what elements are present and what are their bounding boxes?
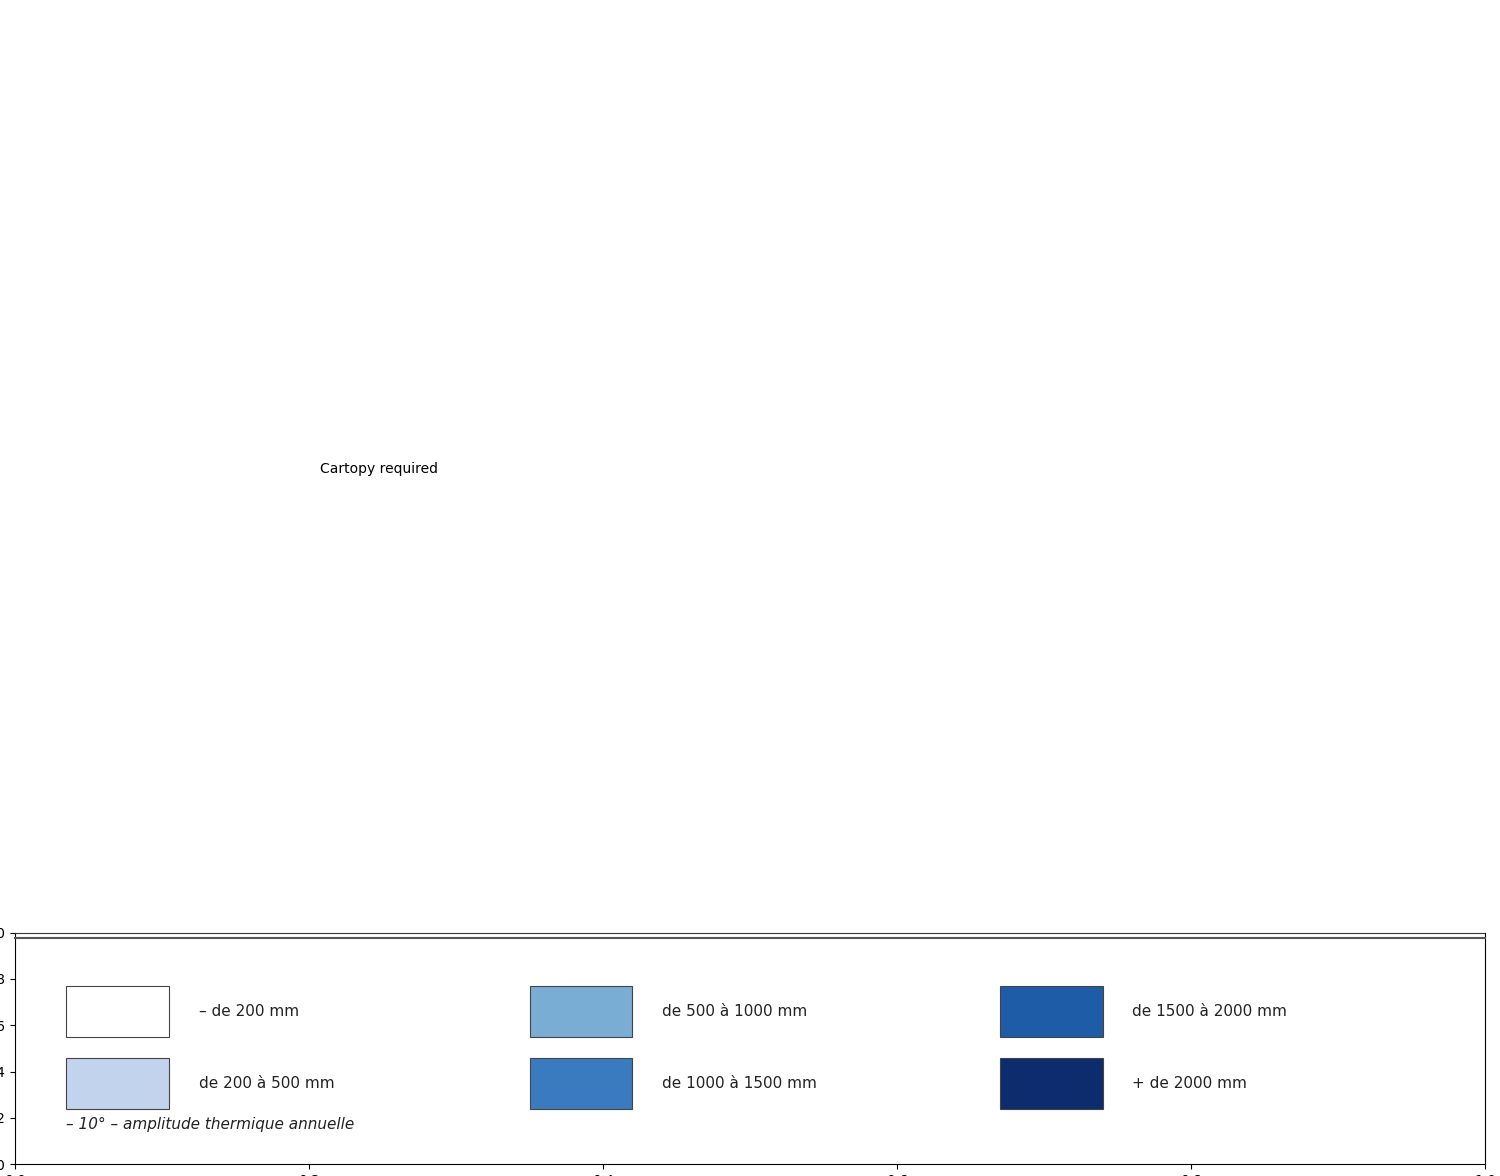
Text: de 500 à 1000 mm: de 500 à 1000 mm	[662, 1004, 807, 1018]
Text: de 200 à 500 mm: de 200 à 500 mm	[198, 1076, 334, 1090]
Text: de 1000 à 1500 mm: de 1000 à 1500 mm	[662, 1076, 816, 1090]
Text: – 10° – amplitude thermique annuelle: – 10° – amplitude thermique annuelle	[66, 1117, 354, 1132]
Bar	[530, 1057, 633, 1109]
Text: + de 2000 mm: + de 2000 mm	[1132, 1076, 1246, 1090]
Bar	[530, 985, 633, 1037]
Text: de 1500 à 2000 mm: de 1500 à 2000 mm	[1132, 1004, 1287, 1018]
Text: – de 200 mm: – de 200 mm	[198, 1004, 298, 1018]
Text: Cartopy required: Cartopy required	[320, 462, 438, 476]
Bar	[1000, 985, 1102, 1037]
Bar	[66, 985, 170, 1037]
Bar	[66, 1057, 170, 1109]
Bar	[1000, 1057, 1102, 1109]
